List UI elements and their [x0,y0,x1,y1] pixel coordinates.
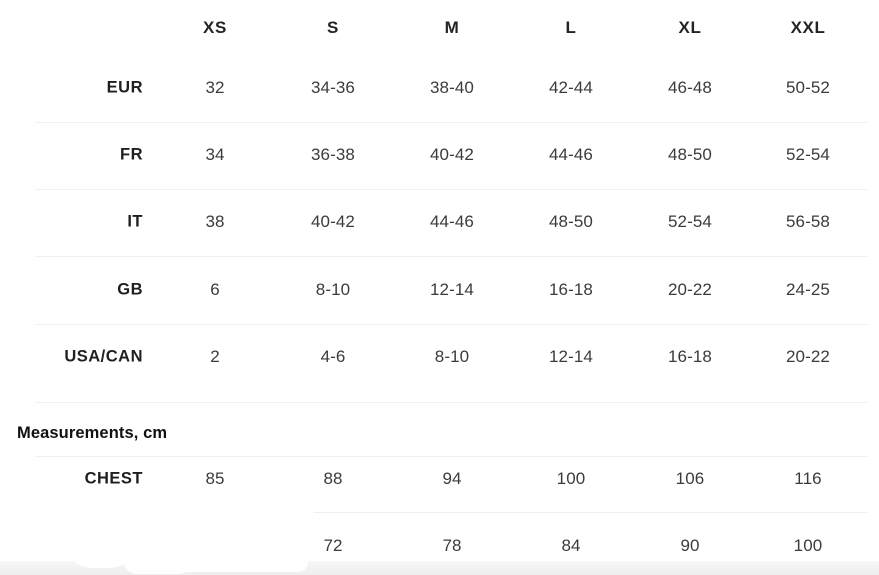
cell-usa-can-xxl: 20-22 [786,347,830,366]
cell-fr-xxl: 52-54 [786,145,830,164]
cell-chest-m: 94 [442,469,462,488]
column-header-s: S [327,18,339,37]
cell-fr-l: 44-46 [549,145,593,164]
cell-gb-s: 8-10 [315,280,351,299]
column-header-xxl: XXL [790,18,826,37]
cell-usa-can-m: 8-10 [434,347,470,366]
cell-eur-xl: 46-48 [668,78,712,97]
cell-it-xxl: 56-58 [786,212,830,231]
row-divider [35,256,868,257]
cell-usa-can-xl: 16-18 [668,347,712,366]
cell-eur-xxl: 50-52 [786,78,830,97]
row-label-eur: EUR [106,78,143,97]
cell-fr-s: 36-38 [311,145,355,164]
cell-it-l: 48-50 [549,212,593,231]
column-header-xl: XL [678,18,702,37]
row-divider [35,189,868,190]
cell-it-m: 44-46 [430,212,474,231]
cell-waist-m: 78 [442,536,462,555]
cell-waist-xxl: 100 [793,536,823,555]
cell-chest-xs: 85 [205,469,225,488]
cell-it-xl: 52-54 [668,212,712,231]
cell-usa-can-l: 12-14 [549,347,593,366]
cell-it-s: 40-42 [311,212,355,231]
cell-eur-m: 38-40 [430,78,474,97]
cell-it-xs: 38 [205,212,225,231]
row-divider [35,456,868,457]
cell-waist-l: 84 [561,536,581,555]
cell-eur-s: 34-36 [311,78,355,97]
cell-fr-xl: 48-50 [668,145,712,164]
column-header-xs: XS [203,18,227,37]
cell-fr-m: 40-42 [430,145,474,164]
row-label-chest: CHEST [84,469,143,488]
row-label-gb: GB [117,280,143,299]
cell-chest-s: 88 [323,469,343,488]
row-divider [35,122,868,123]
cell-usa-can-xs: 2 [210,347,220,366]
cell-chest-xl: 106 [675,469,705,488]
cell-gb-xs: 6 [210,280,220,299]
cell-waist-xl: 90 [680,536,700,555]
row-label-waist: WAIST [88,536,143,555]
cell-gb-m: 12-14 [430,280,474,299]
cell-waist-xs: 66 [205,536,225,555]
cell-gb-l: 16-18 [549,280,593,299]
row-label-usa-can: USA/CAN [64,347,143,366]
cell-eur-l: 42-44 [549,78,593,97]
cell-fr-xs: 34 [205,145,225,164]
cell-chest-xxl: 116 [794,469,822,488]
row-label-fr: FR [120,145,143,164]
cell-gb-xxl: 24-25 [786,280,830,299]
cell-waist-s: 72 [323,536,343,555]
row-divider [176,512,868,513]
row-divider [35,324,868,325]
cell-chest-l: 100 [556,469,586,488]
column-header-l: L [565,18,577,37]
row-divider [35,402,868,403]
row-label-it: IT [127,212,143,231]
section-title-measurements: Measurements, cm [17,424,168,442]
cell-eur-xs: 32 [205,78,225,97]
column-header-m: M [444,18,460,37]
cell-usa-can-s: 4-6 [320,347,346,366]
cell-gb-xl: 20-22 [668,280,712,299]
